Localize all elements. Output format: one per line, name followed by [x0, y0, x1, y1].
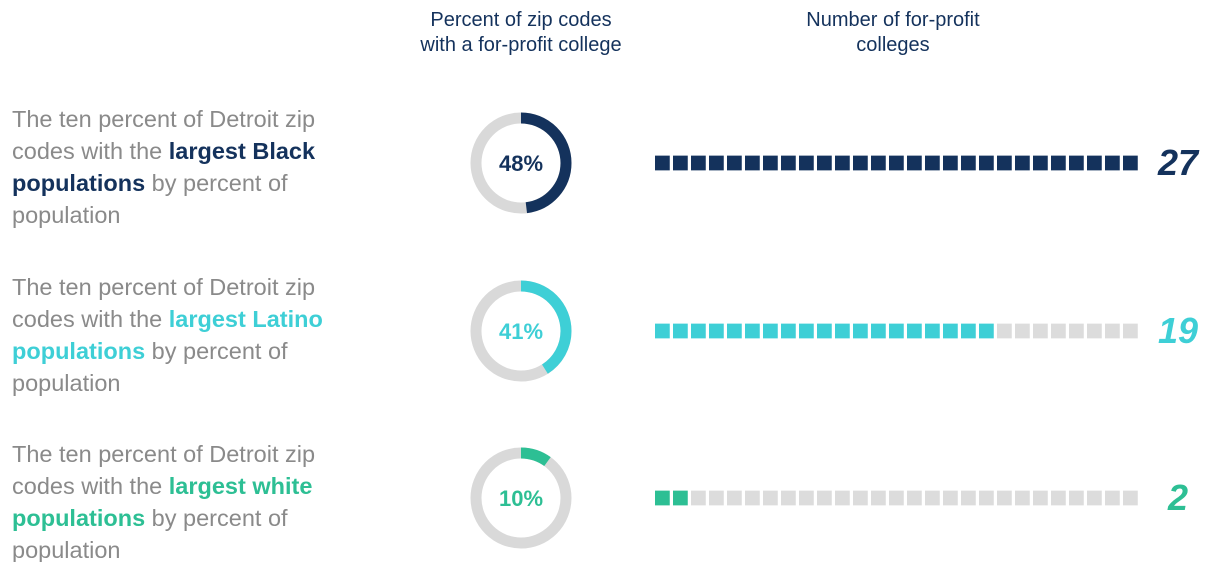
donut-label: 41%	[499, 319, 543, 344]
count-squares	[655, 323, 994, 339]
empty-squares	[691, 490, 1138, 506]
row-label: The ten percent of Detroit zip codes wit…	[12, 271, 372, 399]
donut-label: 10%	[499, 486, 543, 511]
column-header: colleges	[856, 34, 929, 56]
donut-arc	[470, 112, 572, 214]
label-text: by percent of population	[12, 505, 288, 562]
column-header: Number of for-profit	[806, 9, 980, 31]
count-squares	[655, 155, 1138, 171]
label-highlight: largest Black populations	[12, 138, 316, 196]
donut-label: 48%	[499, 151, 543, 176]
count-label: 19	[1158, 310, 1198, 351]
label-text: by percent of population	[12, 338, 288, 396]
count-label: 2	[1167, 477, 1188, 518]
count-label: 27	[1157, 142, 1200, 183]
row-label: The ten percent of Detroit zip codes wit…	[12, 438, 372, 562]
label-text: The ten percent of Detroit zip codes wit…	[12, 106, 316, 164]
label-text: The ten percent of Detroit zip codes wit…	[12, 441, 316, 499]
label-text: The ten percent of Detroit zip codes wit…	[12, 274, 316, 332]
donut-arc	[470, 447, 572, 549]
donut-arc	[470, 280, 572, 382]
label-text: by percent of population	[12, 170, 288, 228]
column-header: with a for-profit college	[419, 34, 621, 56]
row-label: The ten percent of Detroit zip codes wit…	[12, 103, 372, 231]
count-squares	[655, 490, 688, 506]
label-highlight: largest white populations	[12, 473, 313, 531]
empty-squares	[997, 323, 1138, 339]
label-highlight: largest Latino populations	[12, 306, 323, 364]
column-header: Percent of zip codes	[430, 9, 611, 31]
